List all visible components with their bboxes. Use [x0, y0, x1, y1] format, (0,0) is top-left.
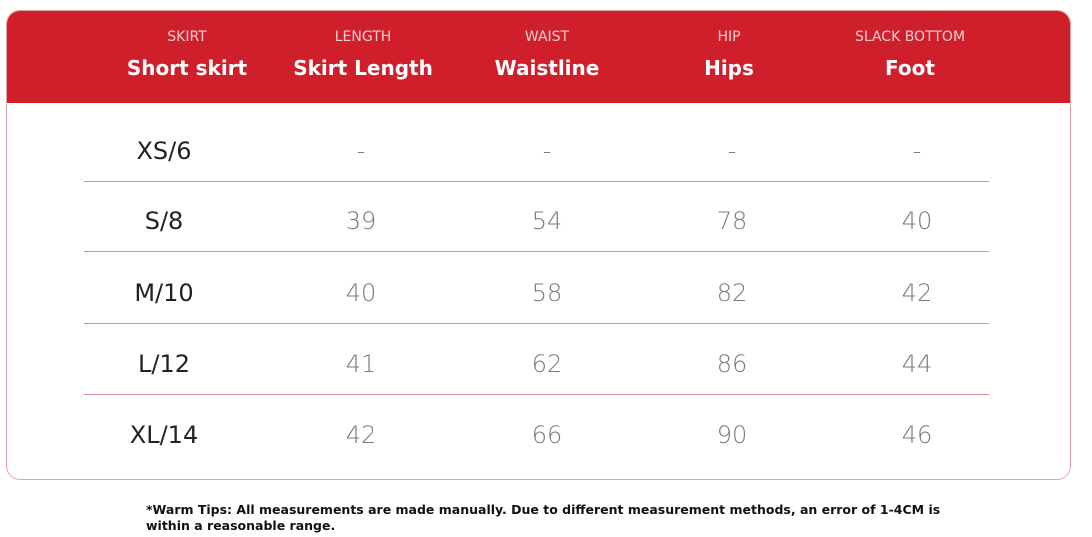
measurement: 41	[345, 350, 377, 378]
column-label: LENGTH	[334, 29, 392, 45]
size-label: S/8	[144, 207, 184, 235]
measurement: 42	[345, 421, 377, 449]
measurement: 46	[901, 421, 933, 449]
column-title: Short skirt	[126, 56, 248, 80]
column-label: HIP	[717, 29, 741, 45]
measurement: -	[542, 137, 552, 165]
size-label: XL/14	[129, 421, 199, 449]
measurement: 58	[531, 279, 563, 307]
measurement: 42	[901, 279, 933, 307]
measurement: 40	[345, 279, 377, 307]
column-label: WAIST	[524, 29, 570, 45]
measurement: 62	[531, 350, 563, 378]
size-label: M/10	[134, 279, 194, 307]
column-title: Waistline	[494, 56, 600, 80]
measurement: 78	[716, 207, 748, 235]
column-title: Skirt Length	[293, 56, 433, 80]
column-title: Foot	[885, 56, 935, 80]
measurement: -	[356, 137, 366, 165]
measurement: 54	[531, 207, 563, 235]
measurement: 66	[531, 421, 563, 449]
measurement: 40	[901, 207, 933, 235]
size-label: L/12	[138, 350, 190, 378]
measurement: -	[727, 137, 737, 165]
measurement: 82	[716, 279, 748, 307]
row-separator	[84, 251, 989, 252]
size-label: XS/6	[136, 137, 192, 165]
column-label: SKIRT	[167, 29, 207, 45]
measurement: 44	[901, 350, 933, 378]
row-separator	[84, 181, 989, 182]
row-separator	[84, 323, 989, 324]
measurement: 90	[716, 421, 748, 449]
measurement: -	[912, 137, 922, 165]
footer-note: *Warm Tips: All measurements are made ma…	[146, 502, 941, 533]
column-title: Hips	[704, 56, 754, 80]
measurement: 86	[716, 350, 748, 378]
row-separator	[84, 394, 989, 395]
measurement: 39	[345, 207, 377, 235]
column-label: SLACK BOTTOM	[854, 29, 966, 45]
table-header: SKIRT Short skirt LENGTH Skirt Length WAIST W…	[7, 11, 1070, 103]
size-table-card: SKIRT Short skirt LENGTH Skirt Length WAIST W…	[6, 10, 1071, 480]
